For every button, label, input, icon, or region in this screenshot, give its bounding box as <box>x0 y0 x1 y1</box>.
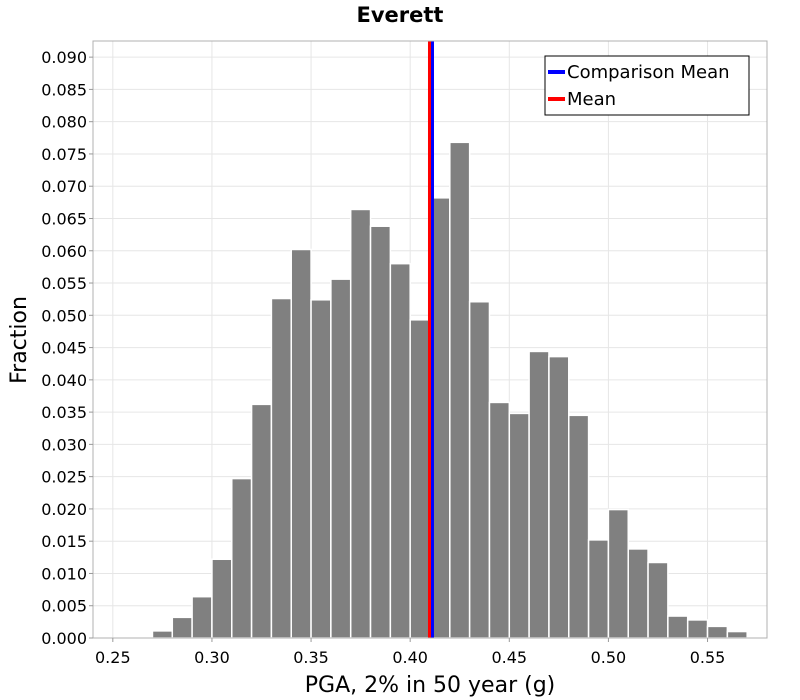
histogram-bar <box>528 350 550 639</box>
histogram-bar <box>468 300 491 639</box>
histogram-bar <box>290 248 312 639</box>
y-tick-label: 0.080 <box>41 113 87 132</box>
histogram-bar <box>389 262 411 639</box>
x-tick-label: 0.50 <box>591 648 627 667</box>
y-axis-ticks: 0.000 0.005 0.010 0.015 0.020 0.025 0.030 0.035… <box>41 48 93 648</box>
y-tick-label: 0.005 <box>41 597 87 616</box>
x-tick-label: 0.35 <box>293 648 329 667</box>
histogram-bar <box>349 208 372 639</box>
histogram-bar <box>449 141 471 639</box>
y-tick-label: 0.010 <box>41 564 87 583</box>
histogram-bar <box>686 619 709 639</box>
y-tick-label: 0.050 <box>41 306 87 325</box>
histogram-bar <box>211 558 233 639</box>
histogram-bar <box>151 630 174 639</box>
y-tick-label: 0.045 <box>41 339 87 358</box>
histogram-bar <box>270 297 292 639</box>
x-tick-label: 0.30 <box>194 648 230 667</box>
histogram-bar <box>568 414 590 639</box>
histogram-bar <box>310 299 332 639</box>
histogram-bar <box>667 615 689 639</box>
histogram-bar <box>369 225 392 639</box>
histogram-bar <box>171 616 193 639</box>
plot-frame <box>92 40 768 639</box>
legend-label: Mean <box>567 89 616 110</box>
y-tick-label: 0.020 <box>41 500 87 519</box>
x-axis-label: PGA, 2% in 50 year (g) <box>305 673 556 698</box>
histogram-bar <box>409 319 431 639</box>
histogram-bar <box>191 595 213 639</box>
y-tick-label: 0.000 <box>41 629 87 648</box>
x-tick-label: 0.45 <box>491 648 527 667</box>
legend-box <box>544 55 750 116</box>
y-axis-label: Fraction <box>7 296 32 384</box>
histogram-bar <box>250 403 273 639</box>
x-axis-ticks: 0.25 0.30 0.35 0.40 0.45 0.50 0.55 <box>95 638 725 667</box>
histogram-bar <box>726 630 748 639</box>
y-tick-label: 0.030 <box>41 435 87 454</box>
histogram-bar <box>706 625 729 639</box>
legend: Comparison Mean Mean <box>544 55 750 116</box>
histogram-bar <box>647 561 669 639</box>
histogram-bar <box>627 548 649 639</box>
y-tick-label: 0.090 <box>41 48 87 67</box>
histogram-bar <box>548 355 570 639</box>
y-tick-label: 0.025 <box>41 468 87 487</box>
histogram-bars <box>131 141 748 639</box>
histogram-bar <box>488 401 511 639</box>
histogram-bar <box>508 412 530 639</box>
histogram-bar <box>231 477 253 639</box>
histogram-bar <box>587 539 610 639</box>
y-tick-label: 0.085 <box>41 80 87 99</box>
y-tick-label: 0.065 <box>41 209 87 228</box>
x-tick-label: 0.40 <box>392 648 428 667</box>
y-tick-label: 0.060 <box>41 242 87 261</box>
y-tick-label: 0.040 <box>41 371 87 390</box>
legend-label: Comparison Mean <box>567 62 730 83</box>
x-tick-label: 0.25 <box>95 648 131 667</box>
mean-lines <box>427 41 434 638</box>
y-tick-label: 0.055 <box>41 274 87 293</box>
x-tick-label: 0.55 <box>690 648 726 667</box>
histogram-bar <box>607 508 629 639</box>
chart-title: Everett <box>357 3 444 27</box>
histogram-bar <box>330 278 352 639</box>
y-tick-label: 0.015 <box>41 532 87 551</box>
y-tick-label: 0.035 <box>41 403 87 422</box>
y-tick-label: 0.070 <box>41 177 87 196</box>
y-tick-label: 0.075 <box>41 145 87 164</box>
